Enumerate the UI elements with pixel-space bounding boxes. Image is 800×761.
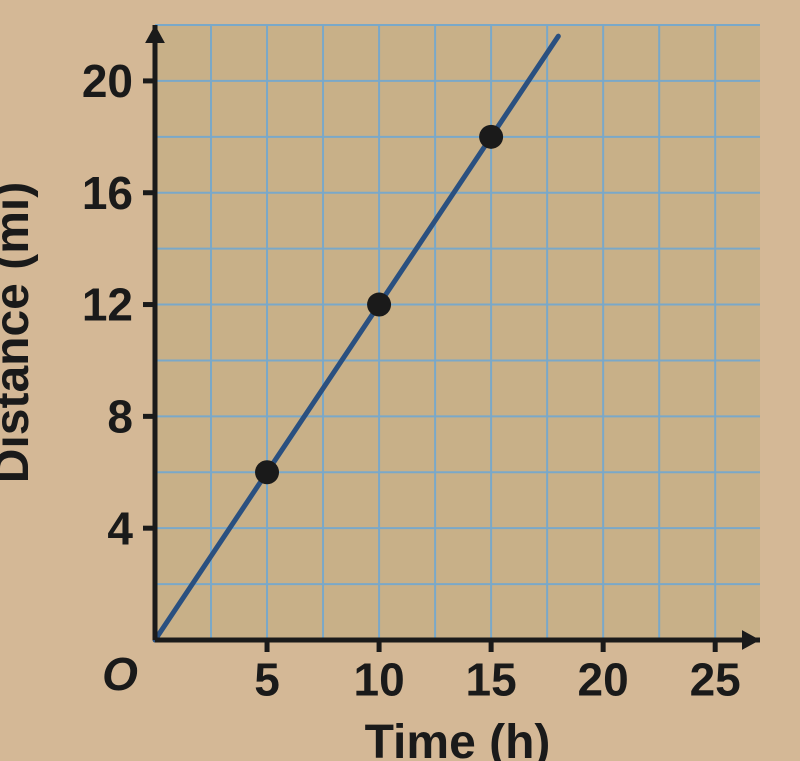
- y-tick-label: 4: [107, 502, 133, 554]
- data-point-0: [255, 460, 279, 484]
- x-tick-label: 10: [353, 654, 404, 706]
- x-tick-label: 20: [578, 654, 629, 706]
- x-tick-label: 15: [466, 654, 517, 706]
- distance-time-chart: 5 10 15 20 25 4 8 12 16 20 O Time (h) Distance (mi): [0, 0, 800, 761]
- data-point-1: [367, 293, 391, 317]
- y-tick-label: 20: [82, 55, 133, 107]
- y-tick-label: 16: [82, 167, 133, 219]
- x-axis-label: Time (h): [365, 716, 551, 761]
- data-point-2: [479, 125, 503, 149]
- x-tick-label: 25: [690, 654, 741, 706]
- x-tick-label: 5: [254, 654, 280, 706]
- y-tick-label: 12: [82, 279, 133, 331]
- y-axis-label: Distance (mi): [0, 182, 39, 483]
- origin-label: O: [102, 648, 138, 700]
- y-tick-label: 8: [107, 390, 133, 442]
- chart-svg: 5 10 15 20 25 4 8 12 16 20 O Time (h) Distance (mi): [0, 0, 800, 761]
